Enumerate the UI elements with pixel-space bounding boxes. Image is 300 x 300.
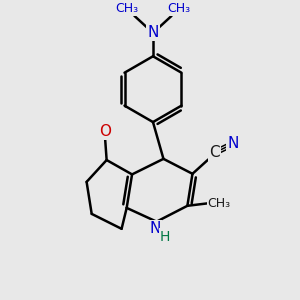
Text: C: C — [209, 146, 220, 160]
Text: N: N — [227, 136, 238, 152]
Text: N: N — [149, 221, 161, 236]
Text: N: N — [147, 25, 159, 40]
Text: CH₃: CH₃ — [208, 197, 231, 210]
Text: CH₃: CH₃ — [116, 2, 139, 15]
Text: CH₃: CH₃ — [167, 2, 190, 15]
Text: O: O — [99, 124, 111, 139]
Text: H: H — [160, 230, 170, 244]
